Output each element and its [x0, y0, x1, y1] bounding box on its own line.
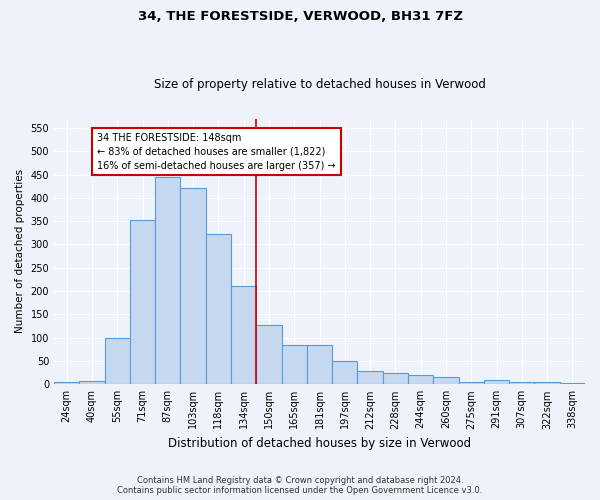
Bar [206, 234, 231, 384]
Text: 34, THE FORESTSIDE, VERWOOD, BH31 7FZ: 34, THE FORESTSIDE, VERWOOD, BH31 7FZ [137, 10, 463, 23]
Text: Contains HM Land Registry data © Crown copyright and database right 2024.
Contai: Contains HM Land Registry data © Crown c… [118, 476, 482, 495]
Bar [307, 344, 332, 385]
Bar [509, 382, 535, 384]
Bar [54, 382, 79, 384]
Bar [79, 381, 104, 384]
Bar [104, 338, 130, 384]
Bar [256, 324, 281, 384]
Bar [181, 188, 206, 384]
Bar [433, 377, 458, 384]
Bar [281, 344, 307, 385]
X-axis label: Distribution of detached houses by size in Verwood: Distribution of detached houses by size … [168, 437, 471, 450]
Y-axis label: Number of detached properties: Number of detached properties [15, 170, 25, 334]
Text: 34 THE FORESTSIDE: 148sqm
← 83% of detached houses are smaller (1,822)
16% of se: 34 THE FORESTSIDE: 148sqm ← 83% of detac… [97, 132, 335, 170]
Bar [560, 383, 585, 384]
Bar [155, 177, 181, 384]
Bar [383, 372, 408, 384]
Bar [535, 382, 560, 384]
Title: Size of property relative to detached houses in Verwood: Size of property relative to detached ho… [154, 78, 485, 91]
Bar [231, 286, 256, 384]
Bar [332, 361, 358, 384]
Bar [458, 382, 484, 384]
Bar [408, 375, 433, 384]
Bar [130, 220, 155, 384]
Bar [358, 372, 383, 384]
Bar [484, 380, 509, 384]
